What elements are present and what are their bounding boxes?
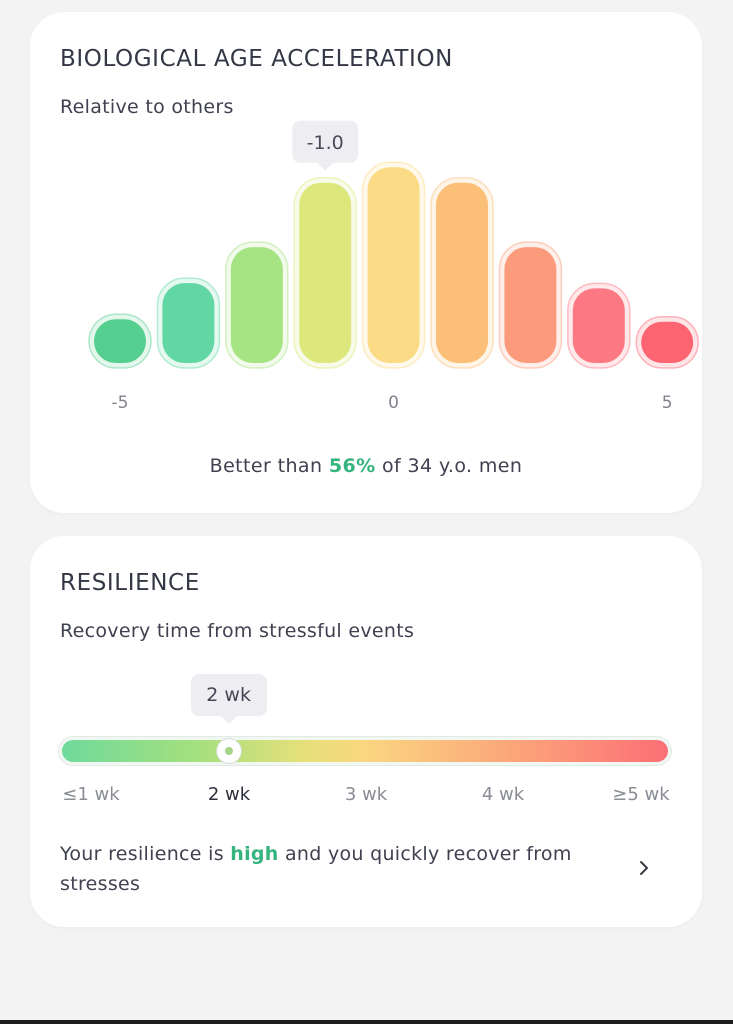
resilience-value-bubble: 2 wk bbox=[190, 674, 267, 724]
x-tick-label: 0 bbox=[388, 393, 399, 413]
resilience-scale-bar bbox=[62, 740, 668, 762]
desc-prefix: Your resilience is bbox=[60, 843, 231, 865]
highlight-bubble-box bbox=[292, 120, 359, 163]
desc-suffix: and you quickly recover from stresses bbox=[60, 843, 572, 895]
bar bbox=[162, 283, 215, 363]
highlight-bubble: -1.0 bbox=[292, 120, 359, 171]
bio-age-distribution-chart: -5 0 5 -1.0 bbox=[88, 120, 699, 413]
bottom-divider bbox=[0, 1020, 733, 1024]
bar bbox=[299, 182, 352, 363]
bio-age-title: BIOLOGICAL AGE ACCELERATION bbox=[60, 46, 453, 72]
bar bbox=[436, 182, 488, 363]
bar bbox=[367, 167, 420, 363]
chevron-right-icon[interactable] bbox=[630, 854, 658, 882]
highlight-value-label: -1.0 bbox=[307, 132, 344, 154]
resilience-scale-marker bbox=[216, 739, 241, 763]
resilience-card: RESILIENCE Recovery time from stressful … bbox=[30, 536, 702, 927]
resilience-tick-active: 2 wk bbox=[207, 784, 251, 805]
resilience-tick: ≥5 wk bbox=[612, 784, 670, 805]
resilience-subtitle: Recovery time from stressful events bbox=[60, 620, 415, 642]
highlight-bubble-tail bbox=[317, 162, 334, 171]
bar bbox=[641, 321, 694, 363]
bar bbox=[230, 247, 283, 363]
x-ticks-layer: -5 0 5 bbox=[112, 393, 673, 413]
desc-highlight: high bbox=[230, 843, 279, 865]
x-tick-label: 5 bbox=[662, 393, 673, 413]
bar bbox=[94, 319, 146, 363]
percentile-summary: Better than 56% of 34 y.o. men bbox=[30, 455, 702, 477]
bio-age-subtitle: Relative to others bbox=[60, 96, 234, 118]
summary-percent: 56% bbox=[328, 455, 376, 477]
resilience-tick: 4 wk bbox=[481, 784, 525, 805]
resilience-title: RESILIENCE bbox=[60, 570, 200, 596]
summary-suffix: of 34 y.o. men bbox=[375, 455, 523, 477]
bar bbox=[572, 288, 625, 363]
bar bbox=[504, 247, 557, 363]
x-tick-label: -5 bbox=[112, 393, 129, 413]
resilience-tick: ≤1 wk bbox=[62, 784, 120, 805]
resilience-description[interactable]: Your resilience is high and you quickly … bbox=[60, 839, 580, 899]
summary-prefix: Better than bbox=[209, 455, 329, 477]
resilience-tick: 3 wk bbox=[344, 784, 388, 805]
bars-layer bbox=[88, 161, 699, 369]
bio-age-card: BIOLOGICAL AGE ACCELERATION Relative to … bbox=[30, 12, 702, 513]
